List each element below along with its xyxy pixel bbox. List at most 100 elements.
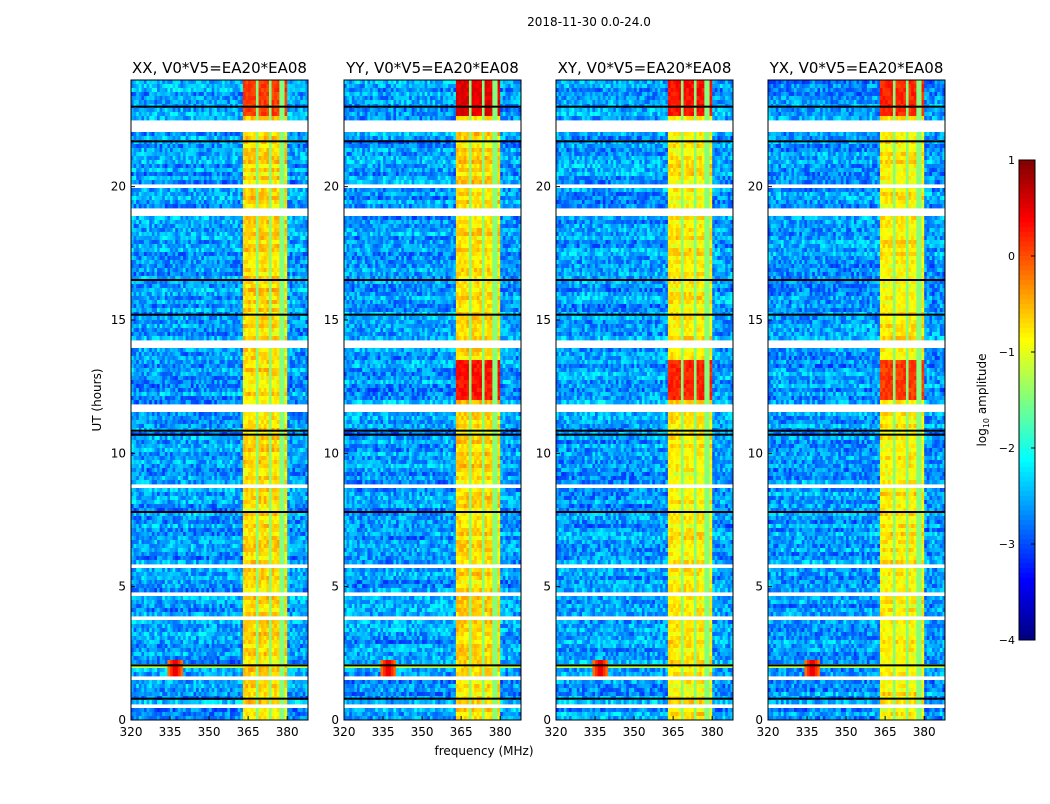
heatmap-cell	[250, 200, 254, 205]
heatmap-cell	[281, 220, 285, 225]
heatmap-cell	[235, 188, 239, 193]
heatmap-cell	[157, 276, 161, 281]
heatmap-cell	[263, 364, 267, 369]
heatmap-cell	[248, 308, 252, 313]
heatmap-cell	[211, 84, 215, 89]
heatmap-cell	[292, 376, 296, 381]
heatmap-cell	[229, 352, 233, 357]
heatmap-cell	[297, 116, 301, 121]
heatmap-cell	[258, 328, 262, 333]
heatmap-cell	[258, 300, 262, 305]
heatmap-cell	[240, 116, 244, 121]
heatmap-cell	[232, 356, 236, 361]
heatmap-cell	[175, 168, 179, 173]
heatmap-cell	[136, 268, 140, 273]
heatmap-cell	[229, 388, 233, 393]
heatmap-cell	[271, 252, 275, 257]
heatmap-cell	[216, 332, 220, 337]
heatmap-cell	[227, 220, 231, 225]
heatmap-cell	[248, 80, 252, 85]
heatmap-cell	[133, 256, 137, 261]
heatmap-cell	[240, 188, 244, 193]
heatmap-cell	[167, 136, 171, 141]
heatmap-cell	[149, 116, 153, 121]
heatmap-cell	[177, 200, 181, 205]
heatmap-cell	[167, 88, 171, 93]
heatmap-cell	[209, 320, 213, 325]
heatmap-cell	[229, 240, 233, 245]
heatmap-cell	[193, 220, 197, 225]
heatmap-cell	[281, 304, 285, 309]
heatmap-cell	[276, 152, 280, 157]
heatmap-cell	[151, 160, 155, 165]
heatmap-cell	[292, 220, 296, 225]
heatmap-cell	[224, 300, 228, 305]
heatmap-cell	[253, 228, 257, 233]
heatmap-cell	[183, 132, 187, 137]
heatmap-cell	[157, 328, 161, 333]
heatmap-cell	[281, 160, 285, 165]
heatmap-cell	[250, 180, 254, 185]
heatmap-cell	[157, 392, 161, 397]
heatmap-cell	[149, 80, 153, 85]
heatmap-cell	[297, 228, 301, 233]
heatmap-cell	[276, 348, 280, 353]
heatmap-cell	[222, 368, 226, 373]
heatmap-cell	[209, 136, 213, 141]
heatmap-cell	[276, 164, 280, 169]
heatmap-cell	[232, 200, 236, 205]
heatmap-cell	[157, 96, 161, 101]
heatmap-cell	[266, 88, 270, 93]
heatmap-cell	[266, 296, 270, 301]
heatmap-cell	[232, 232, 236, 237]
heatmap-cell	[185, 352, 189, 357]
heatmap-cell	[206, 304, 210, 309]
heatmap-cell	[305, 276, 309, 281]
heatmap-cell	[183, 276, 187, 281]
heatmap-cell	[255, 172, 259, 177]
heatmap-cell	[266, 132, 270, 137]
heatmap-cell	[190, 388, 194, 393]
heatmap-cell	[136, 192, 140, 197]
heatmap-cell	[211, 152, 215, 157]
heatmap-cell	[229, 172, 233, 177]
heatmap-cell	[250, 232, 254, 237]
heatmap-cell	[242, 152, 246, 157]
heatmap-cell	[224, 352, 228, 357]
heatmap-cell	[164, 272, 168, 277]
heatmap-cell	[292, 244, 296, 249]
heatmap-cell	[222, 376, 226, 381]
heatmap-cell	[133, 112, 137, 117]
heatmap-cell	[146, 88, 150, 93]
heatmap-cell	[222, 384, 226, 389]
heatmap-cell	[268, 144, 272, 149]
heatmap-cell	[133, 388, 137, 393]
heatmap-cell	[229, 144, 233, 149]
heatmap-cell	[216, 240, 220, 245]
heatmap-cell	[292, 400, 296, 405]
heatmap-cell	[164, 372, 168, 377]
heatmap-cell	[211, 244, 215, 249]
heatmap-cell	[196, 400, 200, 405]
heatmap-cell	[180, 300, 184, 305]
heatmap-cell	[154, 304, 158, 309]
heatmap-cell	[154, 348, 158, 353]
heatmap-cell	[203, 260, 207, 265]
heatmap-cell	[222, 332, 226, 337]
heatmap-cell	[154, 240, 158, 245]
heatmap-cell	[274, 108, 278, 113]
heatmap-cell	[146, 252, 150, 257]
heatmap-cell	[138, 276, 142, 281]
heatmap-cell	[162, 268, 166, 273]
heatmap-cell	[240, 248, 244, 253]
heatmap-cell	[279, 228, 283, 233]
heatmap-cell	[284, 332, 288, 337]
heatmap-cell	[255, 88, 259, 93]
heatmap-cell	[164, 380, 168, 385]
heatmap-cell	[287, 100, 291, 105]
heatmap-cell	[183, 332, 187, 337]
heatmap-cell	[240, 244, 244, 249]
heatmap-cell	[219, 108, 223, 113]
heatmap-cell	[193, 348, 197, 353]
heatmap-cell	[268, 260, 272, 265]
